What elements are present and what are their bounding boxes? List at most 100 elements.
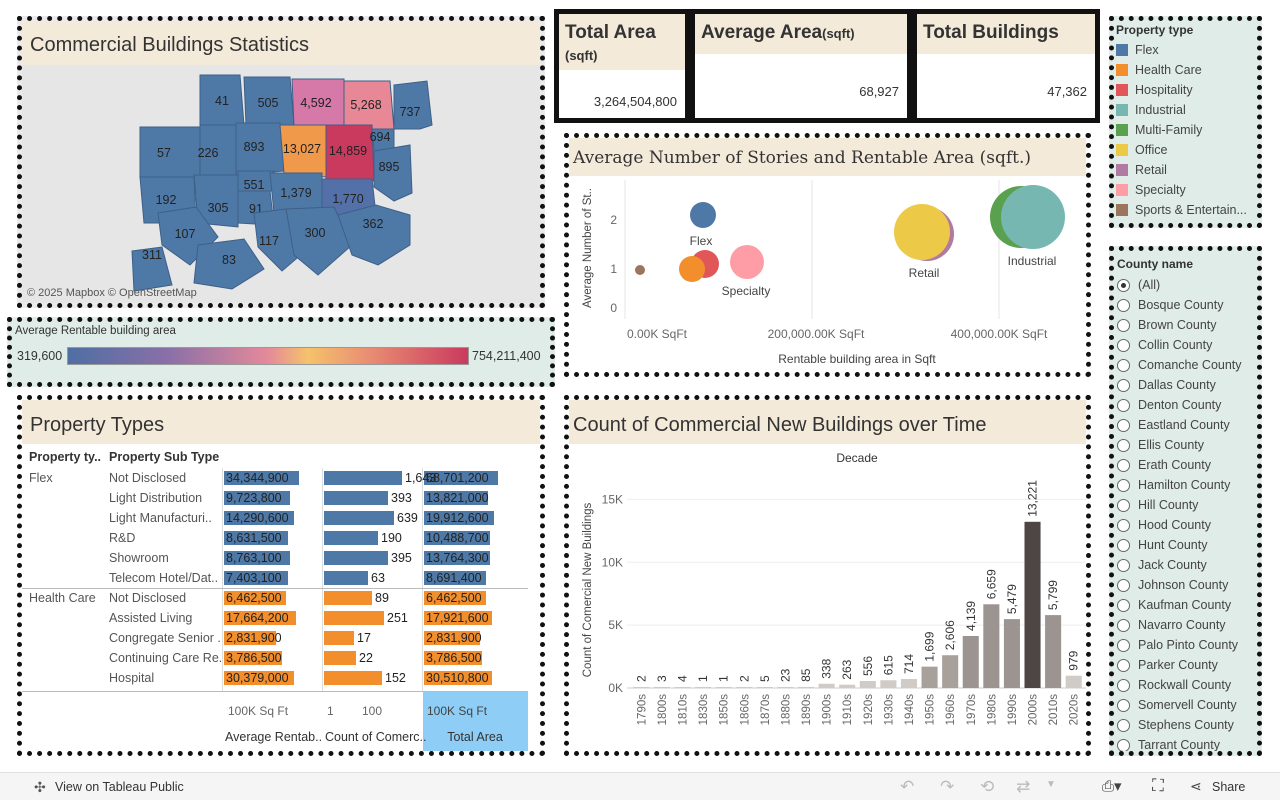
- view-on-tableau-link[interactable]: View on Tableau Public: [55, 780, 184, 794]
- radio-button[interactable]: [1117, 338, 1130, 352]
- decade-bar[interactable]: [880, 680, 897, 688]
- avg-rentable-bar[interactable]: [224, 571, 288, 585]
- county-option[interactable]: Tarrant County: [1117, 735, 1257, 751]
- county-shape[interactable]: [193, 238, 265, 290]
- avg-rentable-bar[interactable]: [224, 631, 276, 645]
- county-shape[interactable]: [131, 246, 173, 292]
- radio-button[interactable]: [1117, 458, 1130, 472]
- count-bar[interactable]: [324, 471, 402, 485]
- count-bar[interactable]: [324, 511, 394, 525]
- radio-button[interactable]: [1117, 678, 1130, 692]
- legend-item[interactable]: Sports & Entertain...: [1116, 200, 1257, 220]
- county-shape[interactable]: [393, 80, 433, 130]
- share-button[interactable]: Share: [1212, 780, 1246, 794]
- count-bar[interactable]: [324, 571, 368, 585]
- avg-rentable-bar[interactable]: [224, 671, 294, 685]
- decade-bar[interactable]: [900, 679, 918, 688]
- radio-button[interactable]: [1117, 658, 1130, 672]
- scatter-chart[interactable]: 2 1 0 Average Number of St.. 0.00K SqFt …: [569, 176, 1086, 372]
- fullscreen-icon[interactable]: ⛶: [1152, 776, 1164, 795]
- decade-bar[interactable]: [962, 635, 979, 688]
- county-option[interactable]: Denton County: [1117, 395, 1257, 415]
- decade-bar[interactable]: [1045, 615, 1062, 688]
- county-map[interactable]: 41 505 4,592 5,268 737 57 226 893 13,027 14,85969…: [22, 65, 540, 303]
- radio-button[interactable]: [1117, 638, 1130, 652]
- decade-bar[interactable]: [797, 686, 815, 688]
- total-area-bar[interactable]: [424, 491, 488, 505]
- county-option[interactable]: Navarro County: [1117, 615, 1257, 635]
- radio-button[interactable]: [1117, 478, 1130, 492]
- avg-rentable-bar[interactable]: [224, 491, 290, 505]
- radio-button[interactable]: [1117, 518, 1130, 532]
- radio-button[interactable]: [1117, 578, 1130, 592]
- legend-item[interactable]: Health Care: [1116, 60, 1257, 80]
- refresh-icon[interactable]: ⇄: [1016, 777, 1031, 796]
- county-option[interactable]: Comanche County: [1117, 355, 1257, 375]
- bubble-sports[interactable]: [635, 265, 645, 275]
- total-area-bar[interactable]: [424, 631, 480, 645]
- legend-item[interactable]: Specialty: [1116, 180, 1257, 200]
- county-option[interactable]: (All): [1117, 275, 1257, 295]
- county-shape[interactable]: [373, 144, 413, 202]
- total-area-bar[interactable]: [424, 471, 498, 485]
- legend-item[interactable]: Flex: [1116, 40, 1257, 60]
- count-bar[interactable]: [324, 631, 354, 645]
- legend-item[interactable]: Hospitality: [1116, 80, 1257, 100]
- decade-bar[interactable]: [715, 687, 732, 688]
- decade-bar[interactable]: [633, 687, 650, 688]
- total-area-bar[interactable]: [424, 531, 490, 545]
- decade-bar[interactable]: [756, 687, 773, 688]
- redo-icon[interactable]: ↷: [940, 777, 955, 796]
- decade-bar[interactable]: [942, 655, 959, 688]
- count-bar[interactable]: [324, 651, 356, 665]
- decade-bar[interactable]: [839, 684, 856, 688]
- decade-bar[interactable]: [983, 604, 1000, 688]
- count-bar[interactable]: [324, 591, 372, 605]
- decade-bar[interactable]: [695, 687, 712, 688]
- county-option[interactable]: Dallas County: [1117, 375, 1257, 395]
- count-bar[interactable]: [324, 611, 384, 625]
- county-option[interactable]: Ellis County: [1117, 435, 1257, 455]
- avg-rentable-bar[interactable]: [224, 511, 294, 525]
- decade-bar[interactable]: [921, 666, 938, 688]
- radio-button[interactable]: [1117, 398, 1130, 412]
- legend-item[interactable]: Office: [1116, 140, 1257, 160]
- legend-item[interactable]: Multi-Family: [1116, 120, 1257, 140]
- total-area-bar[interactable]: [424, 611, 492, 625]
- county-option[interactable]: Hamilton County: [1117, 475, 1257, 495]
- count-bar[interactable]: [324, 551, 388, 565]
- new-buildings-bar-chart[interactable]: Decade Count of Comercial New Buildings …: [569, 444, 1086, 751]
- decade-bar[interactable]: [1024, 521, 1041, 688]
- county-option[interactable]: Stephens County: [1117, 715, 1257, 735]
- county-option[interactable]: Jack County: [1117, 555, 1257, 575]
- legend-item[interactable]: Industrial: [1116, 100, 1257, 120]
- decade-bar[interactable]: [777, 687, 794, 688]
- bubble-office[interactable]: [894, 204, 950, 260]
- decade-bar[interactable]: [1003, 619, 1020, 688]
- bubble-flex[interactable]: [690, 202, 716, 228]
- county-option[interactable]: Rockwall County: [1117, 675, 1257, 695]
- radio-button[interactable]: [1117, 298, 1130, 312]
- avg-rentable-bar[interactable]: [224, 651, 282, 665]
- count-bar[interactable]: [324, 531, 378, 545]
- radio-button[interactable]: [1117, 538, 1130, 552]
- radio-button[interactable]: [1117, 358, 1130, 372]
- county-option[interactable]: Collin County: [1117, 335, 1257, 355]
- avg-rentable-bar[interactable]: [224, 611, 296, 625]
- revert-icon[interactable]: ⟲: [980, 777, 995, 796]
- total-area-bar[interactable]: [424, 511, 494, 525]
- radio-button[interactable]: [1117, 738, 1130, 751]
- county-option[interactable]: Kaufman County: [1117, 595, 1257, 615]
- download-icon[interactable]: ⎙▾: [1102, 778, 1122, 795]
- share-icon[interactable]: ⋖: [1190, 778, 1202, 794]
- total-area-bar[interactable]: [424, 551, 490, 565]
- county-option[interactable]: Hill County: [1117, 495, 1257, 515]
- radio-button[interactable]: [1117, 718, 1130, 732]
- radio-button[interactable]: [1117, 418, 1130, 432]
- bubble-specialty[interactable]: [730, 245, 764, 279]
- county-option[interactable]: Brown County: [1117, 315, 1257, 335]
- total-area-bar[interactable]: [424, 571, 486, 585]
- radio-button[interactable]: [1117, 278, 1130, 292]
- county-option[interactable]: Erath County: [1117, 455, 1257, 475]
- county-option[interactable]: Hood County: [1117, 515, 1257, 535]
